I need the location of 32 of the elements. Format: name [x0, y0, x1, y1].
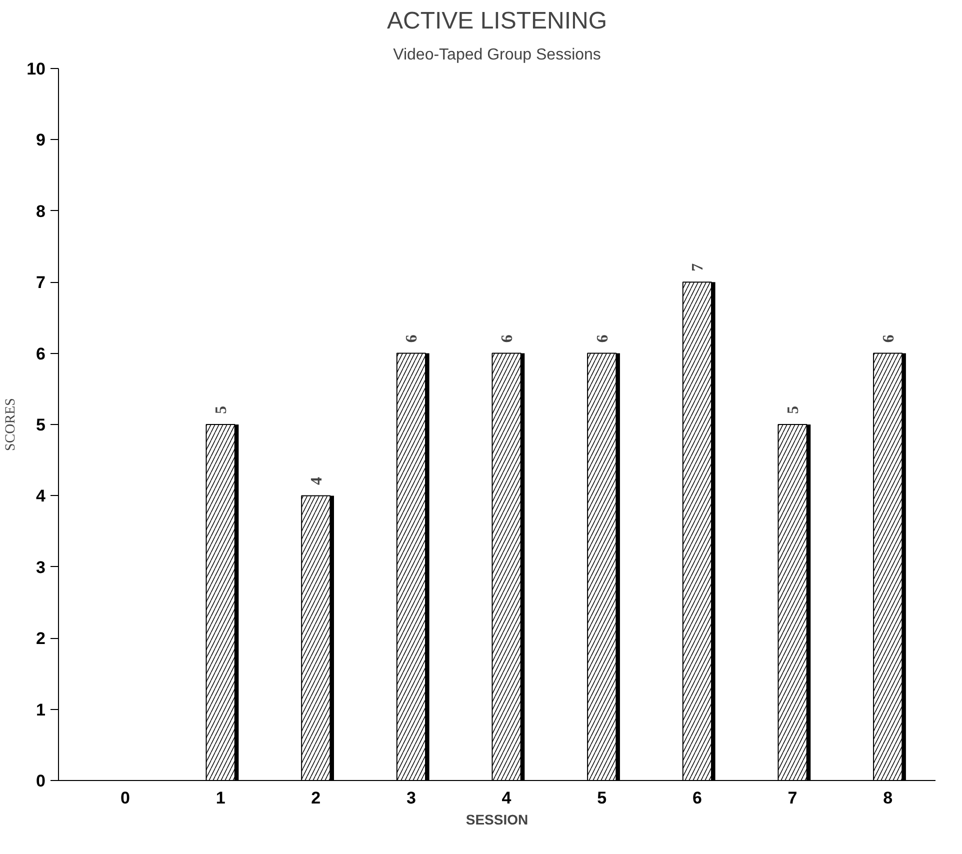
data-label: 6	[404, 334, 421, 343]
y-tick-label: 9	[36, 130, 46, 150]
data-label: 7	[690, 263, 707, 272]
data-label: 6	[594, 334, 612, 343]
x-tick-label: 2	[311, 788, 321, 808]
x-tick-label: 4	[502, 788, 512, 808]
x-tick-label: 6	[692, 788, 702, 808]
data-label: 5	[785, 406, 802, 414]
x-tick-label: 8	[883, 788, 893, 808]
y-tick-label: 4	[36, 486, 46, 506]
y-tick-label: 5	[36, 416, 46, 434]
y-tick-label: 2	[36, 629, 46, 648]
y-tick-label: 6	[36, 344, 46, 364]
y-tick-label: 7	[36, 273, 46, 292]
y-tick-label: 8	[36, 202, 46, 221]
x-tick-label: 5	[597, 788, 607, 808]
data-label: 6	[880, 334, 898, 343]
data-label: 6	[499, 334, 516, 343]
x-tick-label: 7	[788, 788, 798, 808]
y-tick-label: 0	[36, 772, 46, 790]
x-tick-label: 0	[120, 788, 130, 808]
data-label: 5	[213, 406, 230, 414]
chart-subtitle: Video-Taped Group Sessions	[393, 46, 601, 64]
x-tick-label: 1	[216, 788, 226, 808]
x-tick-label: 3	[406, 788, 416, 808]
y-tick-label: 3	[36, 558, 46, 577]
y-tick-label: 1	[36, 700, 46, 720]
data-label: 4	[308, 477, 326, 486]
x-axis-title: SESSION	[466, 812, 528, 828]
y-axis-title: SCORES	[4, 398, 19, 451]
y-tick-label: 10	[26, 60, 46, 78]
chart-title: ACTIVE LISTENING	[386, 8, 608, 34]
